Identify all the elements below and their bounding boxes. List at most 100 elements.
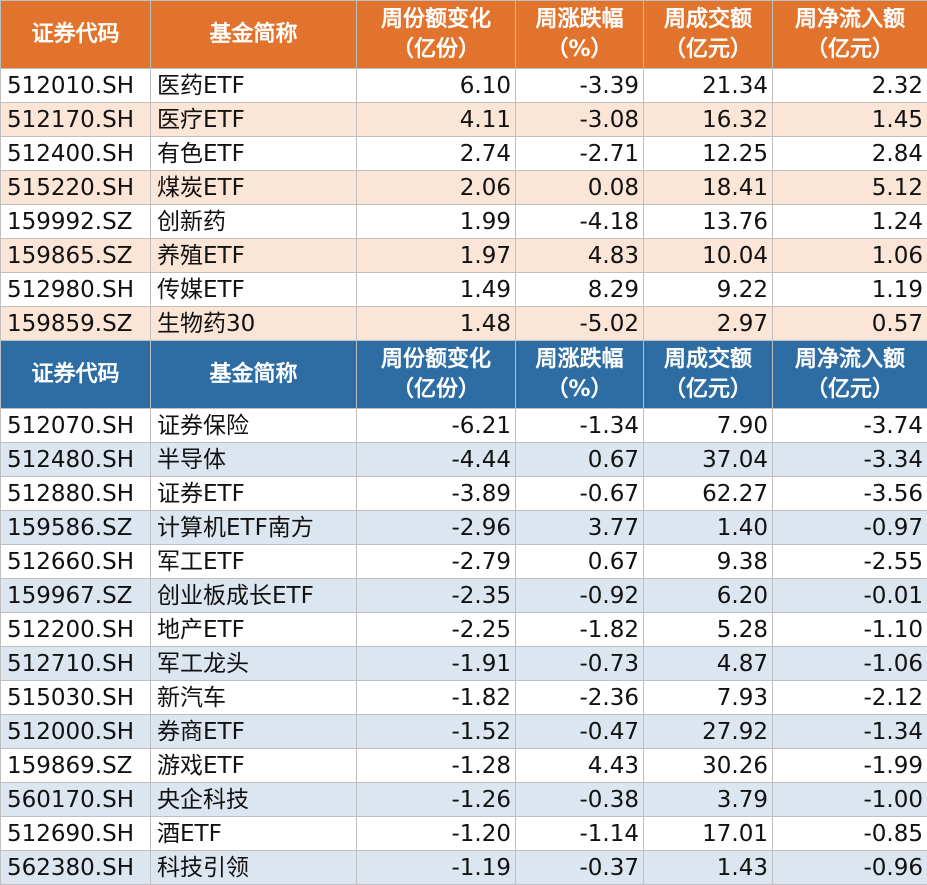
cell-code: 159586.SZ: [0, 510, 151, 545]
table-row: 512170.SH 医疗ETF 4.11 -3.08 16.32 1.45: [0, 102, 927, 137]
cell-turnover: 3.79: [643, 782, 773, 817]
cell-net-inflow: -3.34: [772, 442, 927, 477]
cell-weekly-return: -5.02: [515, 306, 644, 341]
cell-weekly-return: -3.39: [515, 68, 644, 103]
cell-net-inflow: 1.24: [772, 204, 927, 239]
cell-code: 512170.SH: [0, 102, 151, 137]
cell-net-inflow: -1.99: [772, 748, 927, 783]
cell-fund-name: 养殖ETF: [150, 238, 357, 273]
cell-fund-name: 创业板成长ETF: [150, 578, 357, 613]
cell-turnover: 4.87: [643, 646, 773, 681]
cell-fund-name: 军工龙头: [150, 646, 357, 681]
cell-fund-name: 煤炭ETF: [150, 170, 357, 205]
table-row: 515220.SH 煤炭ETF 2.06 0.08 18.41 5.12: [0, 170, 927, 205]
header-turnover: 周成交额 （亿元）: [643, 340, 773, 409]
cell-fund-name: 半导体: [150, 442, 357, 477]
inflow-header-row: 证券代码 基金简称 周份额变化 （亿份） 周涨跌幅 （%） 周成交额 （亿元） 周净流…: [0, 0, 927, 69]
table-row: 159992.SZ 创新药 1.99 -4.18 13.76 1.24: [0, 204, 927, 239]
cell-turnover: 37.04: [643, 442, 773, 477]
table-row: 159967.SZ 创业板成长ETF -2.35 -0.92 6.20 -0.01: [0, 578, 927, 613]
cell-share-change: 2.74: [356, 136, 516, 171]
cell-share-change: -2.25: [356, 612, 516, 647]
outflow-table: 证券代码 基金简称 周份额变化 （亿份） 周涨跌幅 （%） 周成交额 （亿元） 周净流…: [0, 340, 927, 885]
table-row: 512400.SH 有色ETF 2.74 -2.71 12.25 2.84: [0, 136, 927, 171]
header-share-change: 周份额变化 （亿份）: [356, 340, 516, 409]
cell-turnover: 18.41: [643, 170, 773, 205]
cell-fund-name: 证券ETF: [150, 476, 357, 511]
cell-weekly-return: 4.43: [515, 748, 644, 783]
cell-weekly-return: -0.67: [515, 476, 644, 511]
cell-share-change: -3.89: [356, 476, 516, 511]
cell-code: 512000.SH: [0, 714, 151, 749]
header-net-inflow: 周净流入额 （亿元）: [772, 0, 927, 69]
header-code: 证券代码: [0, 0, 151, 69]
cell-net-inflow: -1.10: [772, 612, 927, 647]
inflow-table: 证券代码 基金简称 周份额变化 （亿份） 周涨跌幅 （%） 周成交额 （亿元） 周净流…: [0, 0, 927, 341]
cell-share-change: -1.82: [356, 680, 516, 715]
cell-fund-name: 传媒ETF: [150, 272, 357, 307]
cell-turnover: 16.32: [643, 102, 773, 137]
cell-fund-name: 医药ETF: [150, 68, 357, 103]
cell-fund-name: 证券保险: [150, 408, 357, 443]
cell-code: 159865.SZ: [0, 238, 151, 273]
cell-share-change: 1.49: [356, 272, 516, 307]
cell-fund-name: 生物药30: [150, 306, 357, 341]
cell-fund-name: 央企科技: [150, 782, 357, 817]
header-share-change: 周份额变化 （亿份）: [356, 0, 516, 69]
cell-net-inflow: 0.57: [772, 306, 927, 341]
cell-share-change: 6.10: [356, 68, 516, 103]
table-row: 512690.SH 酒ETF -1.20 -1.14 17.01 -0.85: [0, 816, 927, 851]
table-row: 512980.SH 传媒ETF 1.49 8.29 9.22 1.19: [0, 272, 927, 307]
cell-net-inflow: -0.97: [772, 510, 927, 545]
cell-net-inflow: -1.06: [772, 646, 927, 681]
cell-share-change: -1.19: [356, 850, 516, 885]
cell-fund-name: 计算机ETF南方: [150, 510, 357, 545]
table-row: 560170.SH 央企科技 -1.26 -0.38 3.79 -1.00: [0, 782, 927, 817]
cell-weekly-return: -3.08: [515, 102, 644, 137]
cell-fund-name: 酒ETF: [150, 816, 357, 851]
cell-net-inflow: -1.00: [772, 782, 927, 817]
cell-fund-name: 地产ETF: [150, 612, 357, 647]
cell-share-change: 1.48: [356, 306, 516, 341]
cell-share-change: 4.11: [356, 102, 516, 137]
cell-turnover: 2.97: [643, 306, 773, 341]
cell-fund-name: 新汽车: [150, 680, 357, 715]
cell-net-inflow: 1.06: [772, 238, 927, 273]
cell-code: 159967.SZ: [0, 578, 151, 613]
cell-turnover: 12.25: [643, 136, 773, 171]
cell-share-change: -1.52: [356, 714, 516, 749]
cell-code: 512710.SH: [0, 646, 151, 681]
cell-turnover: 1.43: [643, 850, 773, 885]
cell-net-inflow: -3.74: [772, 408, 927, 443]
cell-fund-name: 科技引领: [150, 850, 357, 885]
cell-net-inflow: 2.84: [772, 136, 927, 171]
cell-fund-name: 医疗ETF: [150, 102, 357, 137]
table-row: 159586.SZ 计算机ETF南方 -2.96 3.77 1.40 -0.97: [0, 510, 927, 545]
cell-fund-name: 有色ETF: [150, 136, 357, 171]
cell-fund-name: 军工ETF: [150, 544, 357, 579]
cell-code: 159869.SZ: [0, 748, 151, 783]
cell-share-change: -6.21: [356, 408, 516, 443]
cell-turnover: 5.28: [643, 612, 773, 647]
cell-share-change: -1.91: [356, 646, 516, 681]
cell-weekly-return: -1.82: [515, 612, 644, 647]
cell-net-inflow: -2.55: [772, 544, 927, 579]
cell-code: 512400.SH: [0, 136, 151, 171]
header-code: 证券代码: [0, 340, 151, 409]
cell-share-change: 2.06: [356, 170, 516, 205]
cell-weekly-return: -2.71: [515, 136, 644, 171]
cell-weekly-return: -0.92: [515, 578, 644, 613]
cell-code: 562380.SH: [0, 850, 151, 885]
cell-turnover: 7.90: [643, 408, 773, 443]
cell-share-change: -4.44: [356, 442, 516, 477]
cell-net-inflow: -1.34: [772, 714, 927, 749]
cell-weekly-return: -4.18: [515, 204, 644, 239]
table-row: 512010.SH 医药ETF 6.10 -3.39 21.34 2.32: [0, 68, 927, 103]
cell-turnover: 17.01: [643, 816, 773, 851]
table-row: 512480.SH 半导体 -4.44 0.67 37.04 -3.34: [0, 442, 927, 477]
cell-weekly-return: -1.34: [515, 408, 644, 443]
table-row: 159869.SZ 游戏ETF -1.28 4.43 30.26 -1.99: [0, 748, 927, 783]
cell-turnover: 7.93: [643, 680, 773, 715]
cell-share-change: -1.20: [356, 816, 516, 851]
cell-net-inflow: 1.19: [772, 272, 927, 307]
